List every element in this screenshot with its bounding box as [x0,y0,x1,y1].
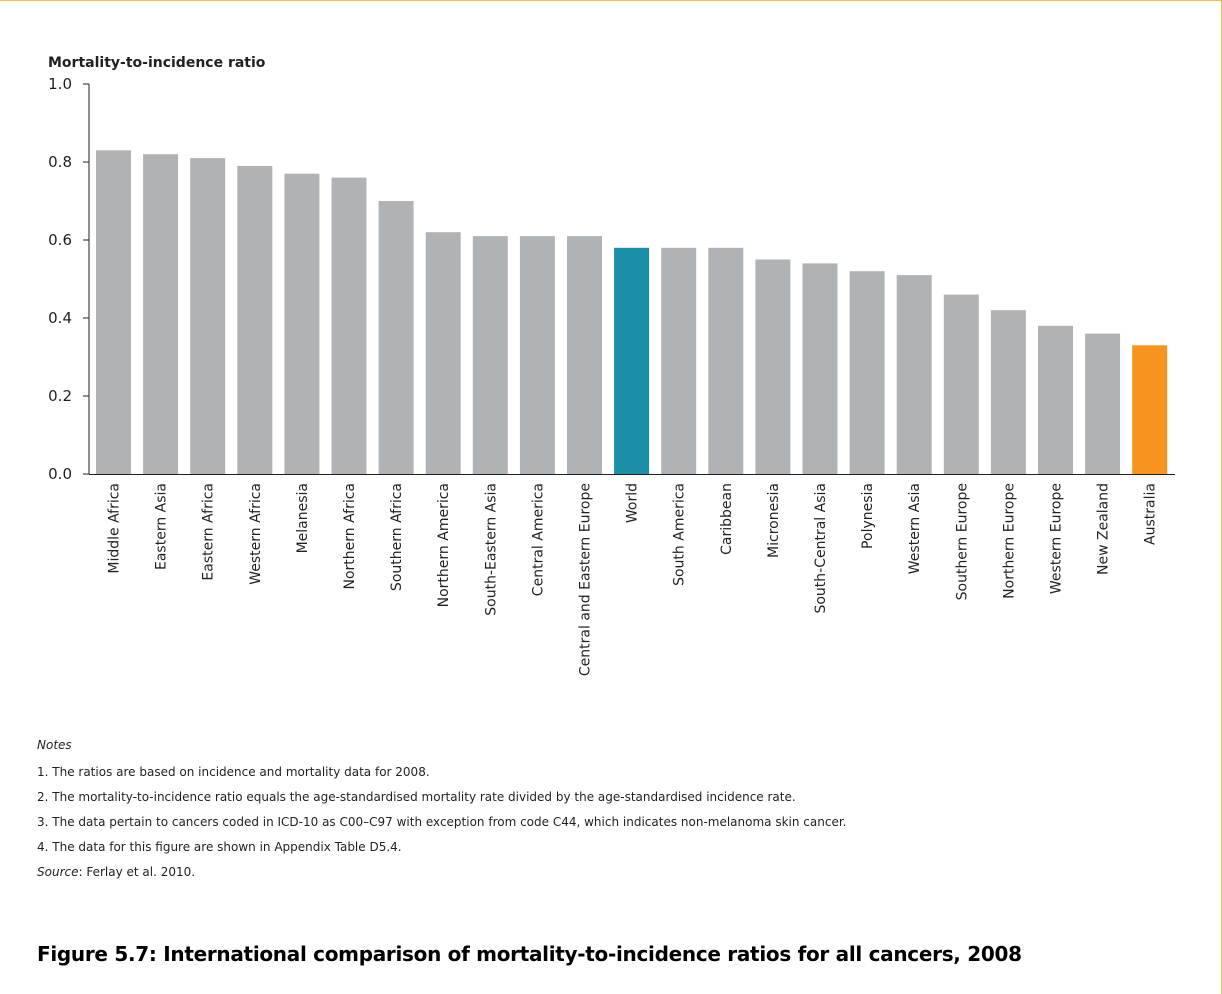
bar-caribbean [708,247,744,474]
bar-polynesia [849,271,885,474]
x-tick-label: South-Central Asia [813,483,829,614]
bar-northern-america [425,232,461,474]
x-tick-label: World [625,483,641,523]
x-tick-label: Caribbean [719,483,735,555]
x-tick-label: Middle Africa [107,483,123,574]
bar-western-europe [1038,325,1073,474]
y-tick-label: 0.4 [48,309,72,327]
x-tick-label: Central America [530,483,546,596]
bar-eastern-asia [143,154,179,474]
bar-south-america [661,247,697,474]
source-label: Source [37,865,79,879]
x-tick-label: Western Asia [907,483,923,574]
x-tick-label: Eastern Africa [201,483,217,581]
bar-world [614,247,650,474]
figure-title: Figure 5.7: International comparison of … [37,942,1022,966]
note-item: 1. The ratios are based on incidence and… [37,765,430,779]
notes-section: Notes 1. The ratios are based on inciden… [37,733,1207,885]
axes-group: 0.0 0.2 0.4 0.6 0.8 1.0 [48,75,1175,483]
bar-melanesia [284,173,320,474]
bar-western-africa [237,165,273,474]
bar-south-eastern-asia [472,236,508,474]
y-axis-title: Mortality-to-incidence ratio [48,55,266,71]
bar-southern-europe [943,294,979,474]
bar-south-central-asia [802,263,838,474]
note-item: 3. The data pertain to cancers coded in … [37,815,847,829]
bar-western-asia [896,275,932,474]
x-tick-label: Southern Africa [389,483,405,591]
bar-new-zealand [1085,333,1121,474]
category-labels-group: Middle Africa Eastern Asia Eastern Africa W… [107,483,1159,676]
bars-group [96,150,1168,475]
x-tick-label: Central and Eastern Europe [578,483,594,676]
x-tick-label: New Zealand [1096,483,1112,575]
x-tick-label: South America [672,483,688,586]
y-tick-label: 0.8 [48,153,72,171]
bar-chart: Mortality-to-incidence ratio 0.00.20.40.… [48,55,1175,676]
y-tick-label: 1.0 [48,75,72,93]
x-tick-label: Melanesia [295,483,311,553]
note-item: 4. The data for this figure are shown in… [37,840,402,854]
bar-micronesia [755,259,791,474]
x-tick-label: Southern Europe [954,483,970,600]
notes-heading: Notes [37,738,72,752]
y-tick-label: 0.0 [48,465,72,483]
x-tick-label: Polynesia [860,483,876,549]
bar-central-and-eastern-europe [567,236,602,474]
y-tick-label: 0.6 [48,231,72,249]
bar-middle-africa [96,150,131,475]
x-tick-label: Northern Africa [342,483,358,590]
source-text: : Ferlay et al. 2010. [78,865,196,879]
y-tick-label: 0.2 [48,387,72,405]
note-item: 2. The mortality-to-incidence ratio equa… [37,790,796,804]
x-tick-label: Australia [1143,483,1159,545]
bar-eastern-africa [190,158,226,474]
x-tick-label: Eastern Asia [154,483,170,570]
x-tick-label: Micronesia [766,483,782,558]
x-tick-label: Western Africa [248,483,264,585]
bar-central-america [519,236,555,474]
x-tick-label: Northern Europe [1001,483,1017,599]
bar-southern-africa [378,201,414,474]
bar-northern-africa [331,177,367,474]
source-line: Source: Ferlay et al. 2010. [37,860,1207,885]
bar-australia [1132,345,1168,474]
x-tick-label: South-Eastern Asia [483,483,499,616]
x-tick-label: Northern America [436,483,452,607]
bar-northern-europe [990,310,1026,474]
x-tick-label: Western Europe [1049,483,1065,594]
